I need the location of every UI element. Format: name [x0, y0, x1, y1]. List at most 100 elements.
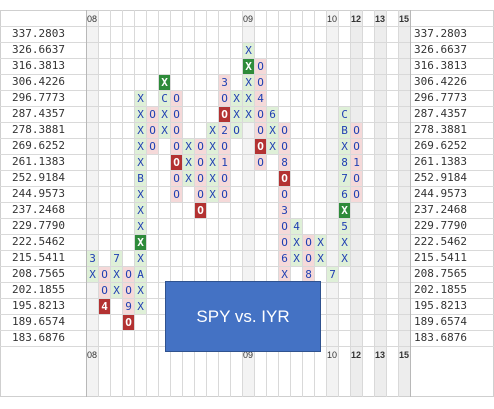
month-marker: B	[135, 171, 146, 186]
x-box: X	[339, 203, 350, 218]
o-box: O	[303, 251, 314, 266]
x-box: X	[267, 123, 278, 138]
price-label-left: 215.5411	[12, 251, 65, 264]
o-box: O	[171, 155, 182, 170]
year-label-bottom: 10	[327, 350, 338, 360]
x-box: X	[183, 171, 194, 186]
o-box: O	[147, 123, 158, 138]
o-box: O	[255, 107, 266, 122]
price-label-left: 229.7790	[12, 219, 65, 232]
price-label-right: 202.1855	[414, 283, 467, 296]
x-box: X	[207, 123, 218, 138]
month-marker: 1	[351, 155, 362, 170]
x-box: X	[159, 123, 170, 138]
price-label-left: 306.4226	[12, 75, 65, 88]
chart-title-box: SPY vs. IYR	[165, 281, 321, 352]
x-box: X	[291, 235, 302, 250]
price-label-left: 337.2803	[12, 27, 65, 40]
month-marker: 3	[87, 251, 98, 266]
price-label-left: 189.6574	[12, 315, 65, 328]
price-label-right: 296.7773	[414, 91, 467, 104]
x-box: X	[135, 283, 146, 298]
chart-title: SPY vs. IYR	[196, 306, 290, 326]
month-marker: 8	[279, 155, 290, 170]
price-label-right: 195.8213	[414, 299, 467, 312]
year-label-bottom: 12	[351, 350, 362, 360]
price-label-left: 316.3813	[12, 59, 65, 72]
x-box: X	[135, 203, 146, 218]
o-box: O	[219, 171, 230, 186]
o-box: O	[171, 91, 182, 106]
x-box: X	[135, 139, 146, 154]
year-marker-band	[86, 10, 98, 397]
price-label-right: 261.1383	[414, 155, 467, 168]
price-label-left: 252.9184	[12, 171, 65, 184]
price-label-right: 269.6252	[414, 139, 467, 152]
price-label-right: 252.9184	[414, 171, 467, 184]
month-marker: 6	[339, 187, 350, 202]
x-box: X	[111, 267, 122, 282]
price-label-right: 306.4226	[414, 75, 467, 88]
month-marker: 8	[303, 267, 314, 282]
x-box: X	[243, 43, 254, 58]
month-marker: 8	[339, 155, 350, 170]
o-box: O	[171, 171, 182, 186]
month-marker: 5	[339, 219, 350, 234]
price-label-left: 269.6252	[12, 139, 65, 152]
month-marker: 4	[99, 299, 110, 314]
x-box: X	[231, 91, 242, 106]
price-label-left: 222.5462	[12, 235, 65, 248]
x-box: X	[111, 283, 122, 298]
o-box: O	[171, 107, 182, 122]
price-label-right: 278.3881	[414, 123, 467, 136]
price-label-right: 287.4357	[414, 107, 467, 120]
x-box: X	[135, 187, 146, 202]
o-box: O	[279, 235, 290, 250]
year-label-top: 09	[243, 14, 254, 24]
x-box: X	[243, 91, 254, 106]
price-label-right: 229.7790	[414, 219, 467, 232]
x-box: X	[183, 139, 194, 154]
month-marker: 3	[219, 75, 230, 90]
x-box: X	[339, 251, 350, 266]
year-label-top: 10	[327, 14, 338, 24]
price-label-left: 278.3881	[12, 123, 65, 136]
x-box: X	[207, 155, 218, 170]
o-box: O	[219, 107, 230, 122]
o-box: O	[123, 315, 134, 330]
month-marker: 4	[291, 219, 302, 234]
price-label-right: 337.2803	[414, 27, 467, 40]
price-label-right: 316.3813	[414, 59, 467, 72]
year-label-top: 13	[375, 14, 386, 24]
o-box: O	[195, 155, 206, 170]
o-box: O	[147, 107, 158, 122]
month-marker: 2	[219, 123, 230, 138]
x-box: X	[135, 219, 146, 234]
price-label-left: 183.6876	[12, 331, 65, 344]
o-box: O	[279, 123, 290, 138]
year-label-bottom: 08	[87, 350, 98, 360]
month-marker: 6	[279, 251, 290, 266]
price-label-left: 195.8213	[12, 299, 65, 312]
o-box: O	[279, 219, 290, 234]
o-box: O	[255, 155, 266, 170]
o-box: O	[195, 187, 206, 202]
x-box: X	[135, 91, 146, 106]
x-box: X	[183, 155, 194, 170]
price-label-right: 237.2468	[414, 203, 467, 216]
o-box: O	[255, 59, 266, 74]
o-box: O	[171, 123, 182, 138]
year-marker-band	[326, 10, 338, 397]
year-marker-band	[398, 10, 410, 397]
price-label-left: 202.1855	[12, 283, 65, 296]
o-box: O	[279, 171, 290, 186]
price-label-left: 326.6637	[12, 43, 65, 56]
o-box: O	[195, 203, 206, 218]
x-box: X	[279, 267, 290, 282]
month-marker: B	[339, 123, 350, 138]
x-box: X	[243, 75, 254, 90]
year-marker-band	[374, 10, 386, 397]
o-box: O	[351, 171, 362, 186]
x-box: X	[339, 235, 350, 250]
o-box: O	[219, 91, 230, 106]
